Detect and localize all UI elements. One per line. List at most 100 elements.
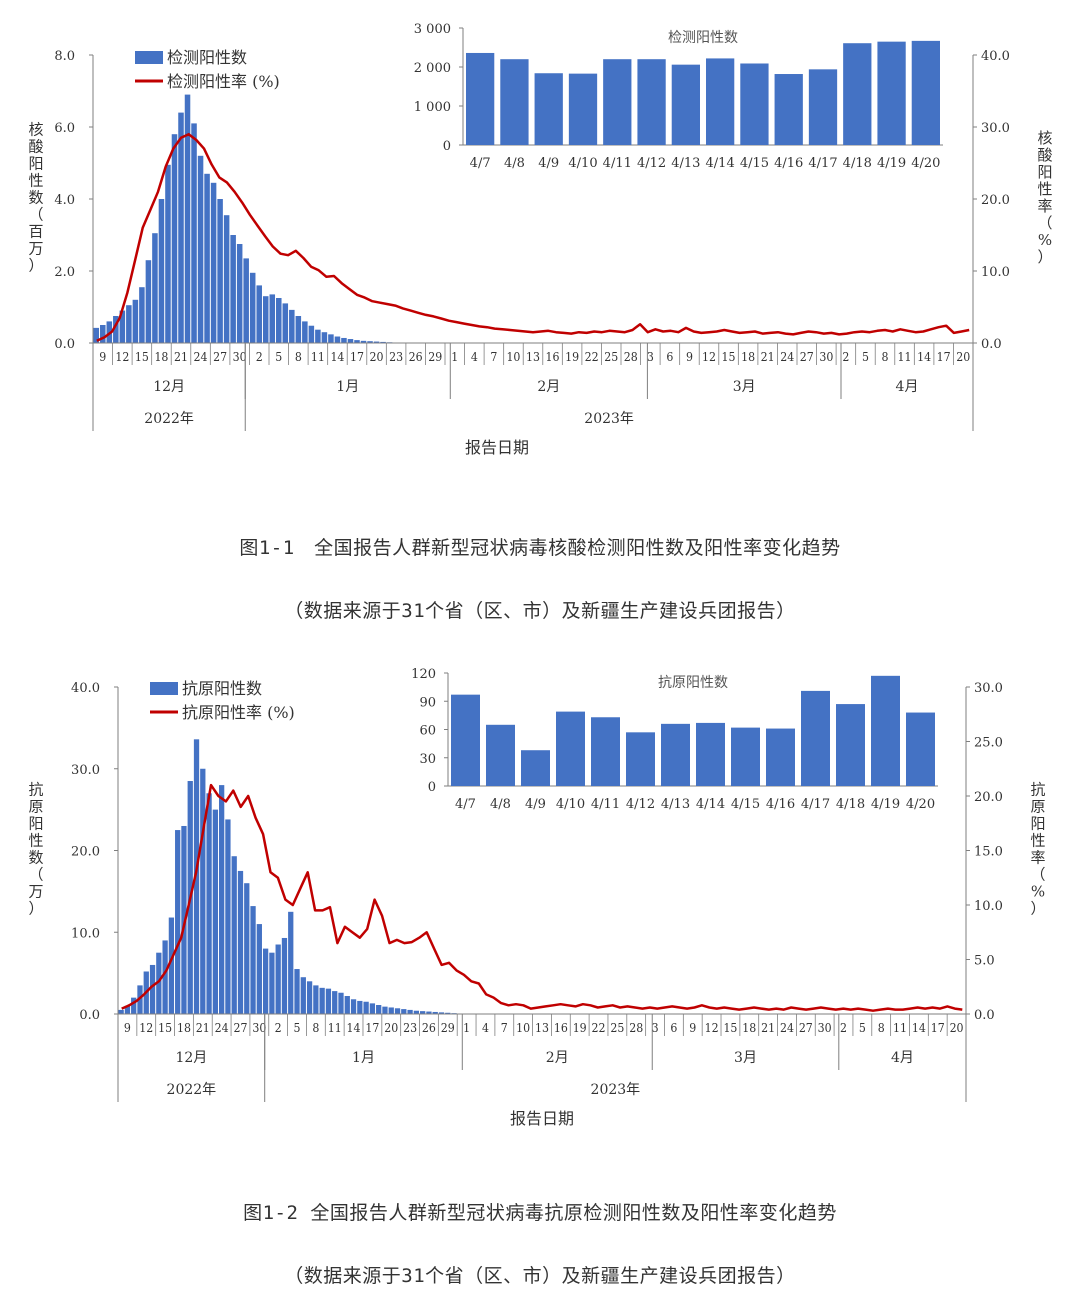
x-tick-label: 2 (275, 1021, 282, 1035)
inset-bar (836, 704, 865, 786)
bar (158, 199, 165, 343)
inset-bar (486, 724, 515, 786)
right-tick-label: 15.0 (974, 845, 1003, 860)
bar (295, 316, 302, 343)
bar (137, 985, 143, 1014)
right-tick-label: 10.0 (974, 899, 1003, 914)
x-tick-label: 12 (139, 1021, 153, 1035)
inset-title: 检测阳性数 (668, 30, 738, 46)
x-tick-label: 27 (800, 350, 814, 364)
x-tick-label: 27 (213, 350, 227, 364)
bar (145, 260, 152, 343)
x-tick-label: 7 (490, 350, 497, 364)
x-tick-label: 28 (624, 350, 638, 364)
right-tick-label: 25.0 (974, 736, 1003, 751)
bar (413, 1010, 420, 1014)
inset-bar (774, 74, 803, 145)
x-axis-title: 报告日期 (510, 1109, 574, 1128)
month-label: 4月 (891, 1050, 914, 1066)
inset-tick-label: 1 000 (414, 100, 451, 115)
x-tick-label: 22 (585, 350, 599, 364)
inset-bar (877, 41, 906, 145)
inset-bar (556, 711, 585, 786)
inset-category-label: 4/7 (455, 797, 476, 812)
inset-bar (671, 64, 700, 145)
fig1-source: （数据来源于31个省（区、市）及新疆生产建设兵团报告） (284, 600, 796, 622)
right-axis-title: 核酸阳性率（%） (1037, 129, 1052, 266)
x-tick-label: 3 (652, 1021, 659, 1035)
bar (124, 1005, 131, 1014)
inset-bar (731, 727, 760, 786)
bar (230, 235, 236, 343)
legend-bar-label: 抗原阳性数 (182, 679, 262, 698)
bar (294, 969, 300, 1014)
x-tick-label: 4 (471, 350, 478, 364)
x-tick-label: 12 (115, 350, 129, 364)
left-tick-label: 30.0 (71, 763, 100, 778)
bar (357, 1000, 363, 1014)
inset-tick-label: 60 (419, 724, 436, 739)
inset-category-label: 4/19 (871, 797, 900, 812)
x-tick-label: 15 (158, 1021, 172, 1035)
bar (204, 173, 210, 343)
bar (250, 906, 256, 1014)
x-tick-label: 13 (526, 350, 540, 364)
x-tick-label: 5 (859, 1021, 866, 1035)
bar (382, 1006, 388, 1014)
bar (325, 988, 332, 1014)
inset-category-label: 4/7 (470, 156, 491, 171)
bar (288, 911, 294, 1014)
bar (332, 991, 338, 1014)
x-tick-label: 19 (573, 1021, 587, 1035)
inset-bar (568, 73, 598, 145)
bar (300, 977, 306, 1014)
bar (367, 341, 373, 343)
x-tick-label: 21 (761, 1021, 775, 1035)
x-tick-label: 24 (780, 350, 794, 364)
right-tick-label: 30.0 (981, 121, 1010, 136)
bar (191, 123, 197, 344)
x-tick-label: 15 (722, 350, 736, 364)
x-tick-label: 26 (409, 350, 423, 364)
inset-bar (661, 723, 690, 786)
x-tick-label: 2 (256, 350, 263, 364)
inset-category-label: 4/9 (525, 797, 546, 812)
x-tick-label: 12 (705, 1021, 719, 1035)
inset-category-label: 4/14 (696, 797, 725, 812)
left-tick-label: 0.0 (54, 337, 75, 352)
x-tick-label: 3 (647, 350, 654, 364)
x-tick-label: 18 (741, 350, 755, 364)
bar (126, 305, 132, 343)
bar (256, 924, 262, 1014)
x-tick-label: 19 (565, 350, 579, 364)
bar (206, 793, 212, 1014)
inset-bar (808, 69, 838, 145)
bar (282, 303, 289, 343)
legend-bar-swatch (150, 682, 178, 695)
bar (401, 1009, 407, 1014)
bar (445, 1012, 451, 1014)
x-tick-label: 17 (937, 350, 951, 364)
x-tick-label: 9 (124, 1021, 131, 1035)
x-tick-label: 21 (174, 350, 188, 364)
x-tick-label: 6 (670, 1021, 677, 1035)
inset-bar (500, 59, 529, 146)
bar (168, 917, 175, 1014)
bar (193, 739, 200, 1014)
bar (328, 334, 334, 343)
left-tick-label: 20.0 (71, 845, 100, 860)
x-tick-label: 1 (451, 350, 458, 364)
x-tick-label: 15 (135, 350, 149, 364)
inset-category-label: 4/13 (661, 797, 690, 812)
bar (321, 332, 328, 343)
x-tick-label: 2 (840, 1021, 847, 1035)
x-tick-label: 11 (893, 1021, 907, 1035)
x-tick-label: 10 (506, 350, 520, 364)
bar (289, 309, 295, 343)
bar (354, 340, 360, 343)
right-tick-label: 20.0 (981, 193, 1010, 208)
x-tick-label: 8 (882, 350, 889, 364)
bar (269, 952, 275, 1014)
x-tick-label: 14 (912, 1021, 926, 1035)
inset-tick-label: 30 (419, 752, 436, 767)
